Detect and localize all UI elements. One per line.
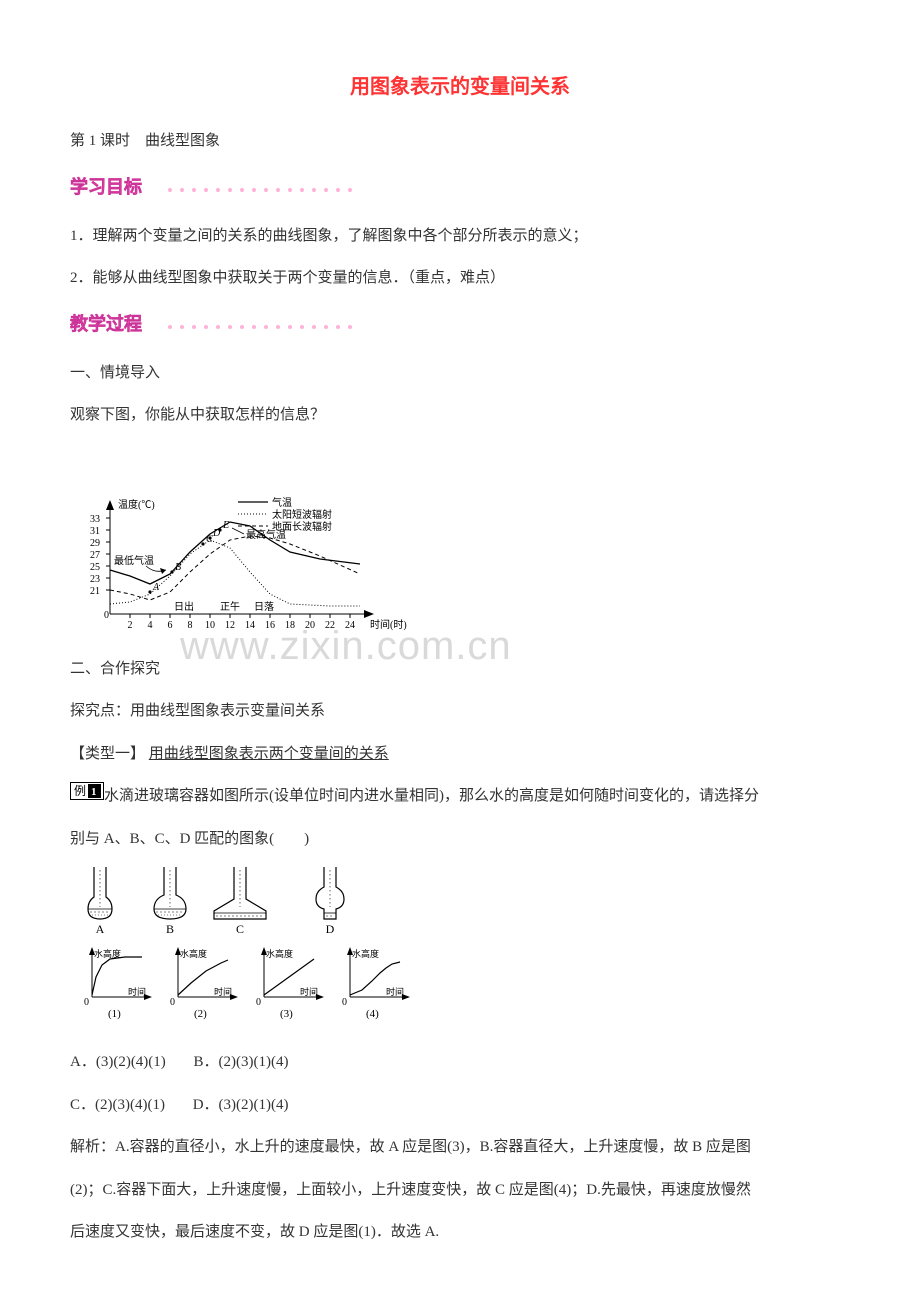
- option-b: B．(2)(3)(1)(4): [194, 1048, 289, 1077]
- temperature-chart: 021232527293133 24681012141618202224 气温 …: [70, 444, 850, 639]
- options-row-1: A．(3)(2)(4)(1) B．(2)(3)(1)(4): [70, 1048, 850, 1077]
- svg-text:31: 31: [90, 526, 100, 537]
- anno-noon: 正午: [220, 600, 240, 613]
- temp-ylabel: 温度(℃): [118, 498, 155, 511]
- svg-text:10: 10: [205, 620, 215, 631]
- anno-sunset: 日落: [254, 601, 274, 613]
- svg-text:时间: 时间: [128, 986, 146, 997]
- svg-text:25: 25: [90, 562, 100, 573]
- svg-text:8: 8: [188, 620, 193, 631]
- options-row-2: C．(2)(3)(4)(1) D．(3)(2)(1)(4): [70, 1091, 850, 1120]
- process-header-text: 教学过程: [70, 313, 142, 334]
- example-num: 1: [91, 786, 97, 798]
- svg-text:B: B: [166, 922, 174, 936]
- example-label: 例: [74, 784, 86, 798]
- analysis-2: (2)；C.容器下面大，上升速度慢，上面较小，上升速度变快，故 C 应是图(4)…: [70, 1176, 850, 1205]
- svg-text:水高度: 水高度: [180, 948, 207, 959]
- svg-text:12: 12: [225, 620, 235, 631]
- goals-header-text: 学习目标: [70, 176, 142, 197]
- page-title: 用图象表示的变量间关系: [70, 70, 850, 99]
- svg-text:18: 18: [285, 620, 295, 631]
- type1-row: 【类型一】 用曲线型图象表示两个变量间的关系: [70, 740, 850, 769]
- example-q-a: 水滴进玻璃容器如图所示(设单位时间内进水量相同)，那么水的高度是如何随时间变化的…: [104, 788, 759, 804]
- svg-text:(2): (2): [194, 1008, 207, 1020]
- svg-text:水高度: 水高度: [94, 948, 121, 959]
- example-row-1: 例 1 水滴进玻璃容器如图所示(设单位时间内进水量相同)，那么水的高度是如何随时…: [70, 782, 850, 811]
- svg-text:时间: 时间: [214, 986, 232, 997]
- svg-text:D: D: [326, 922, 335, 936]
- option-d: D．(3)(2)(1)(4): [193, 1091, 289, 1120]
- goals-header-icon: 学习目标: [70, 174, 410, 200]
- svg-text:水高度: 水高度: [266, 948, 293, 959]
- svg-text:6: 6: [168, 620, 173, 631]
- svg-text:时间: 时间: [386, 986, 404, 997]
- svg-text:23: 23: [90, 574, 100, 585]
- lesson-subtitle: 第 1 课时 曲线型图象: [70, 127, 850, 156]
- legend-temp: 气温: [272, 496, 292, 509]
- svg-text:E: E: [222, 520, 229, 531]
- anno-sunrise: 日出: [174, 600, 194, 613]
- svg-text:4: 4: [148, 620, 153, 631]
- intro-heading: 一、情境导入: [70, 359, 850, 388]
- analysis-3: 后速度又变快，最后速度不变，故 D 应是图(1)．故选 A.: [70, 1218, 850, 1247]
- type1-title: 用曲线型图象表示两个变量间的关系: [149, 746, 389, 762]
- svg-text:0: 0: [342, 997, 347, 1008]
- explore-point: 探究点：用曲线型图象表示变量间关系: [70, 697, 850, 726]
- header-dots-icon: [168, 325, 352, 329]
- svg-text:(3): (3): [280, 1008, 293, 1020]
- svg-text:33: 33: [90, 514, 100, 525]
- svg-text:14: 14: [245, 620, 255, 631]
- section-header-goals: 学习目标: [70, 174, 850, 200]
- svg-text:时间: 时间: [300, 986, 318, 997]
- explore-heading: 二、合作探究: [70, 655, 850, 684]
- svg-text:22: 22: [325, 620, 335, 631]
- svg-text:21: 21: [90, 586, 100, 597]
- svg-text:0: 0: [104, 610, 109, 621]
- svg-text:24: 24: [345, 620, 355, 631]
- svg-text:0: 0: [170, 997, 175, 1008]
- svg-text:A: A: [96, 922, 105, 936]
- svg-text:(4): (4): [366, 1008, 379, 1020]
- svg-text:B: B: [175, 562, 181, 573]
- anno-max: 最高气温: [246, 528, 286, 541]
- option-c: C．(2)(3)(4)(1): [70, 1091, 165, 1120]
- svg-text:27: 27: [90, 550, 100, 561]
- goal-1: 1．理解两个变量之间的关系的曲线图象，了解图象中各个部分所表示的意义；: [70, 222, 850, 251]
- svg-text:0: 0: [84, 997, 89, 1008]
- svg-text:20: 20: [305, 620, 315, 631]
- svg-text:2: 2: [128, 620, 133, 631]
- header-dots-icon: [168, 188, 352, 192]
- intro-question: 观察下图，你能从中获取怎样的信息？: [70, 401, 850, 430]
- svg-text:0: 0: [256, 997, 261, 1008]
- goal-2: 2．能够从曲线型图象中获取关于两个变量的信息．（重点，难点）: [70, 264, 850, 293]
- option-a: A．(3)(2)(4)(1): [70, 1048, 166, 1077]
- anno-min: 最低气温: [114, 554, 154, 567]
- section-header-process: 教学过程: [70, 311, 850, 337]
- process-header-icon: 教学过程: [70, 311, 410, 337]
- analysis-1: 解析：A.容器的直径小，水上升的速度最快，故 A 应是图(3)，B.容器直径大，…: [70, 1133, 850, 1162]
- example-icon: 例 1: [70, 782, 104, 811]
- svg-text:A: A: [152, 582, 160, 593]
- svg-text:29: 29: [90, 538, 100, 549]
- svg-text:C: C: [236, 922, 244, 936]
- legend-short: 太阳短波辐射: [272, 508, 332, 521]
- temp-xlabel: 时间(时): [370, 618, 407, 631]
- vessel-figure: A B C D 水高度时间 0 (1) 水高度时间 0 (2) 水高度时间 0 (3) 水高度时间 0 (4…: [70, 867, 850, 1032]
- example-row-2: 别与 A、B、C、D 匹配的图象( ): [70, 825, 850, 854]
- type1-label: 【类型一】: [70, 746, 145, 762]
- svg-text:16: 16: [265, 620, 275, 631]
- svg-text:水高度: 水高度: [352, 948, 379, 959]
- svg-text:(1): (1): [108, 1008, 121, 1020]
